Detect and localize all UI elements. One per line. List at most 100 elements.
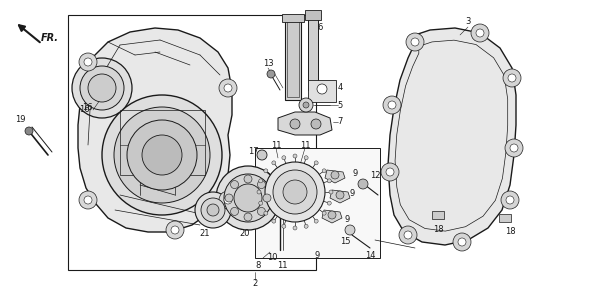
Circle shape: [311, 119, 321, 129]
Text: FR.: FR.: [41, 33, 59, 43]
Circle shape: [244, 175, 252, 183]
Polygon shape: [330, 190, 350, 203]
Text: 17: 17: [248, 147, 258, 157]
Circle shape: [399, 226, 417, 244]
Circle shape: [84, 196, 92, 204]
Text: 9: 9: [352, 169, 358, 178]
Bar: [282, 14, 304, 22]
Circle shape: [264, 211, 268, 215]
Circle shape: [142, 135, 182, 175]
Circle shape: [283, 180, 307, 204]
Text: 2: 2: [253, 280, 258, 288]
Bar: [255, 148, 380, 258]
Circle shape: [322, 169, 326, 173]
Circle shape: [265, 162, 325, 222]
Circle shape: [282, 156, 286, 160]
Circle shape: [231, 207, 238, 216]
Text: 5: 5: [337, 101, 343, 110]
Circle shape: [88, 74, 116, 102]
Bar: [68, 15, 316, 270]
Circle shape: [476, 29, 484, 37]
Circle shape: [314, 161, 318, 165]
Circle shape: [327, 179, 331, 183]
Polygon shape: [325, 170, 345, 183]
Circle shape: [293, 226, 297, 230]
Circle shape: [406, 33, 424, 51]
Circle shape: [263, 194, 271, 202]
Circle shape: [273, 170, 317, 214]
Circle shape: [267, 70, 275, 78]
Circle shape: [72, 58, 132, 118]
Circle shape: [386, 168, 394, 176]
Circle shape: [224, 174, 272, 222]
Circle shape: [328, 211, 336, 219]
Text: 6: 6: [317, 23, 323, 33]
Circle shape: [322, 211, 326, 215]
Text: 18: 18: [504, 228, 515, 237]
Circle shape: [127, 120, 197, 190]
Circle shape: [102, 95, 222, 215]
Text: 11: 11: [300, 141, 310, 150]
Bar: [308, 80, 336, 102]
Circle shape: [259, 179, 263, 183]
Text: 4: 4: [337, 83, 343, 92]
Text: 7: 7: [337, 117, 343, 126]
Polygon shape: [278, 112, 332, 135]
Circle shape: [453, 233, 471, 251]
Circle shape: [219, 191, 237, 209]
Circle shape: [195, 192, 231, 228]
Circle shape: [231, 181, 238, 188]
Circle shape: [331, 171, 339, 179]
Circle shape: [317, 84, 327, 94]
Bar: [305, 10, 321, 20]
Circle shape: [166, 221, 184, 239]
Polygon shape: [322, 210, 342, 223]
Circle shape: [304, 224, 308, 228]
Bar: [432, 211, 444, 219]
Text: 12: 12: [370, 170, 380, 179]
Circle shape: [314, 219, 318, 223]
Circle shape: [358, 179, 368, 189]
Text: 3: 3: [466, 17, 471, 26]
Circle shape: [304, 156, 308, 160]
Bar: [287, 15, 299, 97]
Text: 16: 16: [78, 105, 89, 114]
Circle shape: [299, 98, 313, 112]
Circle shape: [80, 66, 124, 110]
Circle shape: [282, 224, 286, 228]
Circle shape: [257, 181, 266, 188]
Circle shape: [224, 84, 232, 92]
Text: 9: 9: [349, 188, 355, 197]
Text: 9: 9: [345, 216, 350, 225]
Circle shape: [219, 79, 237, 97]
Text: 8: 8: [255, 260, 261, 269]
Circle shape: [244, 213, 252, 221]
Text: 11: 11: [277, 260, 287, 269]
Circle shape: [114, 107, 210, 203]
Circle shape: [264, 169, 268, 173]
Circle shape: [303, 102, 309, 108]
Circle shape: [79, 53, 97, 71]
Text: 20: 20: [240, 228, 250, 237]
Circle shape: [505, 139, 523, 157]
Circle shape: [503, 69, 521, 87]
Circle shape: [272, 219, 276, 223]
Circle shape: [458, 238, 466, 246]
Circle shape: [259, 201, 263, 205]
Text: 16: 16: [81, 104, 92, 113]
Bar: [308, 15, 318, 90]
Circle shape: [506, 196, 514, 204]
Bar: [499, 214, 511, 222]
Circle shape: [257, 150, 267, 160]
Circle shape: [201, 198, 225, 222]
Circle shape: [345, 225, 355, 235]
Circle shape: [272, 161, 276, 165]
Text: 13: 13: [263, 60, 273, 69]
Circle shape: [257, 190, 261, 194]
Text: 14: 14: [365, 250, 375, 259]
Circle shape: [79, 191, 97, 209]
Polygon shape: [388, 28, 516, 245]
Circle shape: [501, 191, 519, 209]
Circle shape: [171, 226, 179, 234]
Bar: [285, 15, 301, 100]
